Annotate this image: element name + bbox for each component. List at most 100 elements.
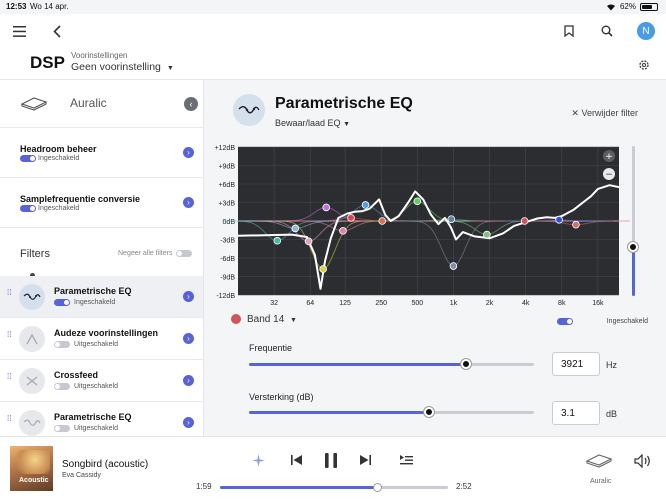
headroom-toggle[interactable] xyxy=(20,155,36,162)
pause-icon[interactable] xyxy=(324,452,338,468)
device-icon xyxy=(20,97,48,111)
filter-item[interactable]: ⁞⁞ Audeze voorinstellingen Uitgeschakeld… xyxy=(0,318,203,360)
frequency-slider-fill xyxy=(249,363,466,366)
level-slider-thumb[interactable] xyxy=(628,241,638,252)
band-handle[interactable] xyxy=(413,197,422,206)
band-handle[interactable] xyxy=(304,237,313,246)
band-color-dot xyxy=(231,314,241,325)
settings-gear-icon[interactable] xyxy=(637,58,650,71)
filter-state: Ingeschakeld xyxy=(74,299,116,306)
chevron-right-icon[interactable]: › xyxy=(183,417,194,428)
band-selector[interactable]: Band 14 ▼ xyxy=(231,314,297,325)
samplerate-toggle[interactable] xyxy=(20,205,36,212)
band-handle[interactable] xyxy=(483,230,491,239)
filter-state: Uitgeschakeld xyxy=(74,383,118,390)
output-device-icon[interactable] xyxy=(585,451,613,469)
filter-toggle[interactable] xyxy=(54,341,70,348)
band-handle[interactable] xyxy=(520,217,529,225)
track-title: Songbird (acoustic) xyxy=(62,459,149,470)
progress-fill xyxy=(220,486,378,489)
band-handle[interactable] xyxy=(361,201,370,209)
volume-icon[interactable] xyxy=(634,453,652,469)
drag-handle-icon[interactable]: ⁞⁞ xyxy=(7,372,12,381)
battery-icon xyxy=(640,2,658,11)
status-time: 12:53 xyxy=(6,2,27,11)
user-avatar[interactable]: N xyxy=(637,22,655,40)
save-load-eq-dropdown[interactable]: Bewaar/laad EQ ▼ xyxy=(275,118,350,128)
zoom-out-button[interactable] xyxy=(603,168,615,180)
eq-chart-svg[interactable]: +12dB +9dB +6dB +3dB 0dB -3dB -6dB -9dB -12dB 32 6… xyxy=(205,142,666,314)
band-handle[interactable] xyxy=(339,227,347,235)
frequency-label: Frequentie xyxy=(249,343,293,353)
status-bar: 12:53 Wo 14 apr. 62% xyxy=(0,0,666,14)
album-art[interactable]: Acoustic xyxy=(10,446,53,491)
chevron-right-icon[interactable]: › xyxy=(183,375,194,386)
zoom-out-icon: − xyxy=(605,170,613,180)
drag-handle-icon[interactable]: ⁞⁞ xyxy=(7,288,12,297)
menu-icon[interactable] xyxy=(12,24,26,38)
frequency-slider[interactable] xyxy=(249,359,534,369)
caret-down-icon: ▼ xyxy=(343,121,350,128)
gain-slider-thumb[interactable] xyxy=(423,407,434,417)
ignore-all-toggle[interactable] xyxy=(176,250,192,257)
gain-unit: dB xyxy=(606,409,618,419)
filter-name: Crossfeed xyxy=(54,370,99,380)
preset-dropdown[interactable]: Geen voorinstelling ▼ xyxy=(71,61,174,73)
band-handle[interactable] xyxy=(347,214,355,222)
band-handle[interactable] xyxy=(449,262,458,270)
previous-icon[interactable] xyxy=(290,454,302,466)
y-tick-label: 0dB xyxy=(223,219,236,226)
band-handle[interactable] xyxy=(447,215,456,223)
status-date: Wo 14 apr. xyxy=(30,2,69,11)
filter-item[interactable]: ⁞⁞ Parametrische EQ Ingeschakeld › xyxy=(0,276,203,318)
ignore-all-label: Negeer alle filters xyxy=(118,250,173,257)
band-handle[interactable] xyxy=(572,220,580,229)
setting-samplerate[interactable]: Samplefrequentie conversie Ingeschakeld … xyxy=(0,178,203,228)
bookmark-icon[interactable] xyxy=(562,24,576,38)
filter-item[interactable]: ⁞⁞ Parametrische EQ Uitgeschakeld › xyxy=(0,402,203,436)
zoom-in-button[interactable] xyxy=(603,150,615,162)
drag-handle-icon[interactable]: ⁞⁞ xyxy=(7,330,12,339)
band-enabled-toggle[interactable] xyxy=(557,318,573,325)
remove-filter-button[interactable]: ✕ Verwijder filter xyxy=(571,108,638,119)
filter-item[interactable]: ⁞⁞ Crossfeed Uitgeschakeld › xyxy=(0,360,203,402)
x-tick-label: 500 xyxy=(411,300,423,307)
collapse-sidebar-button[interactable]: ‹ xyxy=(184,97,198,111)
queue-icon[interactable] xyxy=(400,454,413,466)
band-handle[interactable] xyxy=(378,217,387,225)
y-tick-label: +9dB xyxy=(218,164,235,171)
sparkle-icon[interactable] xyxy=(251,453,265,467)
y-tick-label: -3dB xyxy=(220,238,235,245)
playback-progress[interactable] xyxy=(220,483,448,492)
chevron-right-icon[interactable]: › xyxy=(183,147,194,158)
caret-down-icon: ▼ xyxy=(166,65,174,72)
chevron-right-icon[interactable]: › xyxy=(183,333,194,344)
next-icon[interactable] xyxy=(359,454,371,466)
level-slider[interactable] xyxy=(628,146,638,296)
band-handle[interactable] xyxy=(291,224,300,233)
band-handle[interactable] xyxy=(319,265,327,273)
player-bar: Acoustic Songbird (acoustic) Eva Cassidy… xyxy=(0,436,666,500)
frequency-slider-thumb[interactable] xyxy=(460,359,471,369)
chevron-right-icon[interactable]: › xyxy=(183,291,194,302)
search-icon[interactable] xyxy=(600,24,614,38)
chevron-right-icon[interactable]: › xyxy=(183,197,194,208)
filter-toggle[interactable] xyxy=(54,299,70,306)
drag-handle-icon[interactable]: ⁞⁞ xyxy=(7,414,12,423)
setting-headroom[interactable]: Headroom beheer Ingeschakeld › xyxy=(0,128,203,178)
filter-toggle[interactable] xyxy=(54,383,70,390)
x-tick-label: 1k xyxy=(450,300,458,307)
gain-slider[interactable] xyxy=(249,407,534,417)
gain-input[interactable]: 3.1 xyxy=(552,401,600,425)
band-handle[interactable] xyxy=(273,236,282,245)
filter-toggle[interactable] xyxy=(54,425,70,432)
eq-chart[interactable]: +12dB +9dB +6dB +3dB 0dB -3dB -6dB -9dB -12dB 32 6… xyxy=(205,142,666,314)
frequency-input[interactable]: 3921 xyxy=(552,352,600,376)
progress-thumb[interactable] xyxy=(373,483,383,492)
status-right: 62% xyxy=(606,2,658,11)
band-handle[interactable] xyxy=(555,215,563,224)
band-handle[interactable] xyxy=(322,203,331,212)
top-bar: N xyxy=(0,14,666,48)
headphones-preset-icon xyxy=(19,326,45,352)
back-icon[interactable] xyxy=(50,24,64,38)
